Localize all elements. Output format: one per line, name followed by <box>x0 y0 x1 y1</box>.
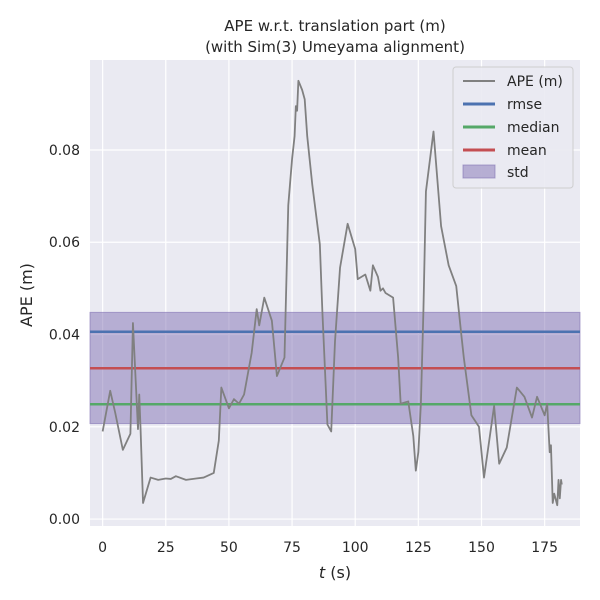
x-axis-label: t (s) <box>319 563 351 582</box>
legend-label-std: std <box>507 165 529 181</box>
legend-label-ape: APE (m) <box>507 74 563 90</box>
legend-swatch-std <box>462 164 496 179</box>
legend-label-mean: mean <box>507 143 547 159</box>
y-tick-label: 0.02 <box>49 420 80 436</box>
chart-title-line-1: APE w.r.t. translation part (m) <box>224 17 445 35</box>
x-tick-labels: 0 25 50 75 100 125 150 175 <box>98 540 558 556</box>
x-axis-unit: (s) <box>325 563 351 582</box>
y-tick-label: 0.00 <box>49 512 80 528</box>
y-tick-labels: 0.00 0.02 0.04 0.06 0.08 <box>49 143 80 528</box>
chart-title-line-2: (with Sim(3) Umeyama alignment) <box>205 38 465 56</box>
x-tick-label: 25 <box>157 540 175 556</box>
x-tick-label: 75 <box>283 540 301 556</box>
y-tick-label: 0.08 <box>49 143 80 159</box>
y-tick-label: 0.06 <box>49 235 80 251</box>
legend: APE (m) rmse median mean std <box>452 66 574 189</box>
x-tick-label: 125 <box>405 540 432 556</box>
x-tick-label: 50 <box>220 540 238 556</box>
ape-series-line <box>101 79 563 507</box>
ape-series-layer <box>101 79 563 507</box>
x-tick-label: 100 <box>342 540 369 556</box>
x-tick-label: 175 <box>531 540 558 556</box>
y-tick-label: 0.04 <box>49 328 80 344</box>
y-axis-label: APE (m) <box>17 263 36 327</box>
legend-label-rmse: rmse <box>507 97 542 113</box>
x-tick-label: 150 <box>468 540 495 556</box>
x-tick-label: 0 <box>98 540 107 556</box>
x-axis-variable: t <box>319 563 326 582</box>
legend-label-median: median <box>507 120 559 136</box>
legend-box <box>452 66 574 189</box>
